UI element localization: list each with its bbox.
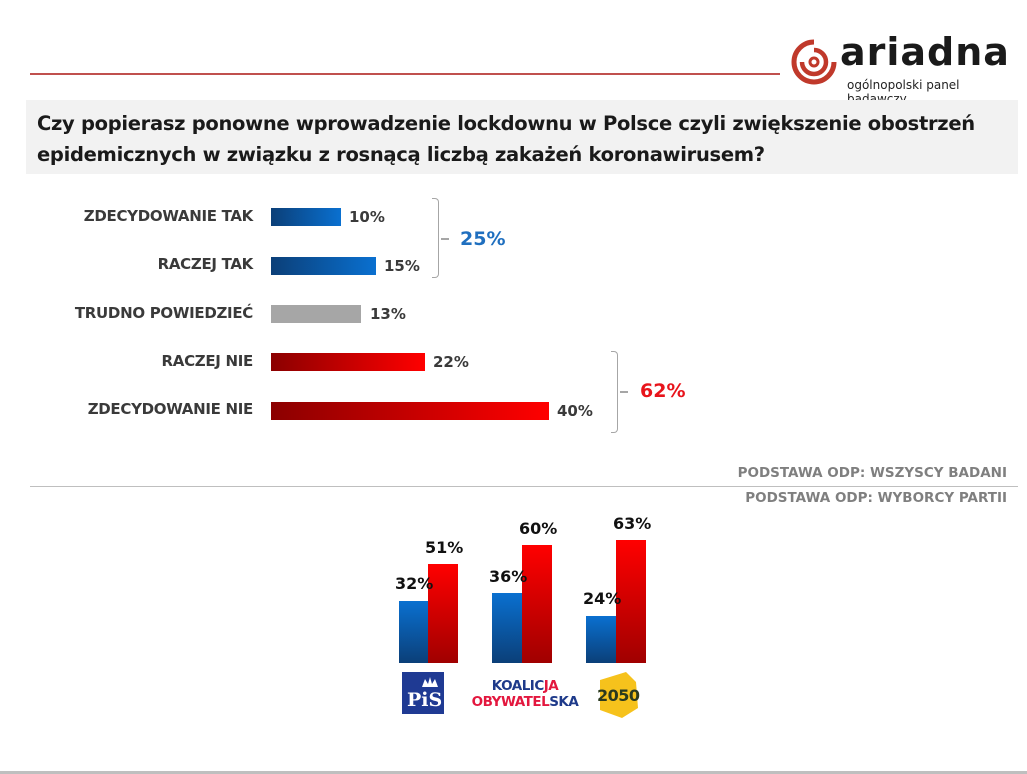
- bar-raczej-tak: [271, 257, 376, 275]
- bar-pis-nie: [428, 564, 458, 663]
- bar-ko-nie: [522, 545, 552, 663]
- bar-pis-tak: [399, 601, 429, 663]
- bar-2050-nie: [616, 540, 646, 663]
- bar-trudno-powiedziec: [271, 305, 361, 323]
- row-label: RACZEJ TAK: [157, 255, 254, 273]
- basis-parties: PODSTAWA ODP: WYBORCY PARTII: [745, 490, 1007, 506]
- bar-ko-tak: [492, 593, 522, 663]
- row-label: RACZEJ NIE: [161, 352, 254, 370]
- polska-2050-text: 2050: [597, 686, 640, 705]
- bar-value: 15%: [384, 257, 420, 275]
- bar-value: 63%: [613, 514, 652, 533]
- bar-value: 60%: [519, 519, 558, 538]
- bar-2050-tak: [586, 616, 616, 663]
- ariadna-logo-mark-icon: [791, 39, 837, 85]
- bar-value: 32%: [395, 574, 434, 593]
- no-bracket-tick: [620, 391, 628, 393]
- yes-bracket: [432, 198, 439, 278]
- header-rule: [30, 73, 780, 75]
- polska-2050-logo: 2050: [596, 670, 640, 720]
- bar-raczej-nie: [271, 353, 425, 371]
- section-divider: [30, 486, 1018, 487]
- bar-zdecydowanie-tak: [271, 208, 341, 226]
- basis-all: PODSTAWA ODP: WSZYSCY BADANI: [737, 465, 1007, 481]
- ko-logo: KOALICJA OBYWATELSKA: [466, 678, 584, 710]
- footer-rule: [0, 771, 1027, 774]
- ariadna-logo: ariadna ogólnopolski panel badawczy: [790, 30, 1020, 106]
- pis-logo-text: PiS: [407, 689, 443, 711]
- bar-value: 13%: [370, 305, 406, 323]
- ko-logo-line-1: KOALICJA: [491, 678, 559, 694]
- bar-value: 40%: [557, 402, 593, 420]
- polska-2050-shape-icon: [600, 672, 638, 718]
- question-box: Czy popierasz ponowne wprowadzenie lockd…: [26, 100, 1018, 174]
- bar-value: 36%: [489, 567, 528, 586]
- no-bracket: [611, 351, 618, 433]
- logo-wordmark: ariadna: [840, 30, 1010, 74]
- ko-logo-line-2: OBYWATELSKA: [471, 694, 579, 710]
- row-label: TRUDNO POWIEDZIEĆ: [74, 304, 253, 322]
- yes-total: 25%: [460, 228, 506, 250]
- no-total: 62%: [640, 380, 686, 402]
- bar-value: 22%: [433, 353, 469, 371]
- row-label: ZDECYDOWANIE NIE: [87, 400, 254, 418]
- bar-value: 51%: [425, 538, 464, 557]
- question-text: Czy popierasz ponowne wprowadzenie lockd…: [37, 108, 1007, 170]
- yes-bracket-tick: [441, 238, 449, 240]
- eagle-crown-icon: [422, 677, 438, 687]
- question-line-1: Czy popierasz ponowne wprowadzenie lockd…: [37, 112, 975, 135]
- pis-logo: PiS: [402, 672, 444, 714]
- bar-value: 24%: [583, 589, 622, 608]
- question-line-2: epidemicznych w związku z rosnącą liczbą…: [37, 143, 765, 166]
- bar-zdecydowanie-nie: [271, 402, 549, 420]
- bar-value: 10%: [349, 208, 385, 226]
- row-label: ZDECYDOWANIE TAK: [83, 207, 254, 225]
